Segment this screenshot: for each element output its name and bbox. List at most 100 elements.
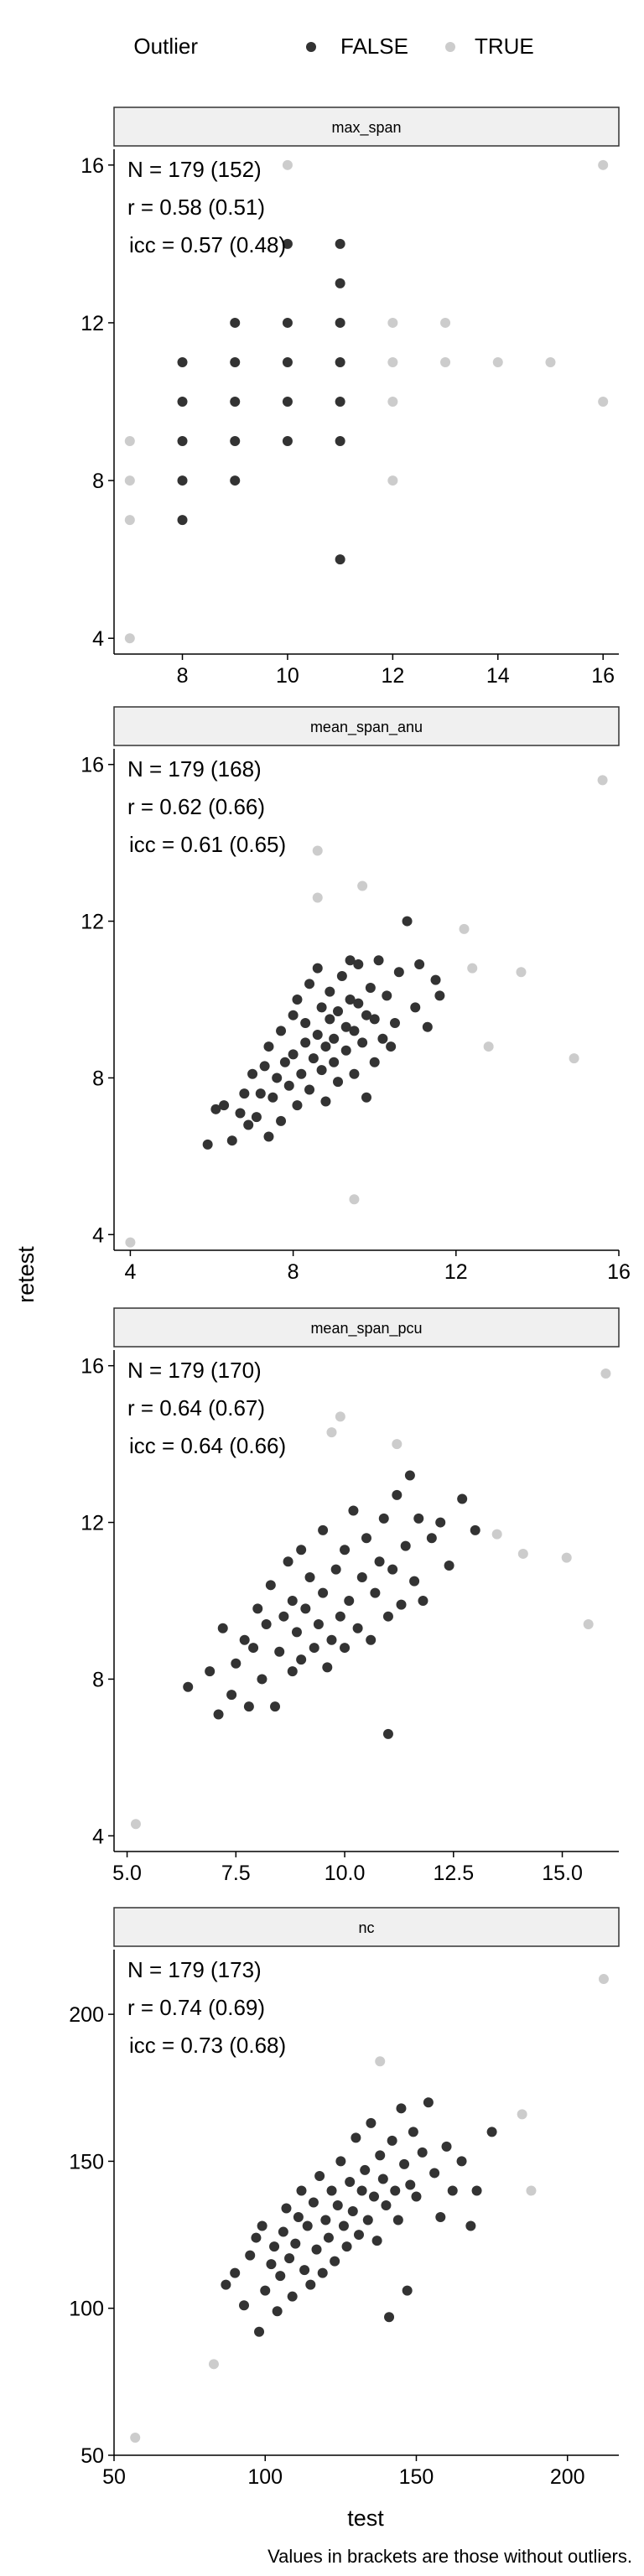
point xyxy=(300,1018,311,1029)
point xyxy=(402,916,413,927)
point xyxy=(349,1026,360,1036)
point xyxy=(330,2256,340,2267)
point xyxy=(302,2220,313,2231)
point xyxy=(369,1057,380,1067)
point xyxy=(382,1611,393,1622)
panel-mean-span-pcu: mean_span_pcu 4 8 12 16 5.0 7.5 10.0 12.5 15.0 N =… xyxy=(80,1307,620,1885)
point xyxy=(235,1108,246,1119)
point xyxy=(252,1603,263,1614)
point xyxy=(247,1068,258,1079)
x-tick-label: 12 xyxy=(381,664,404,688)
point xyxy=(326,1634,337,1645)
point xyxy=(312,963,323,974)
point xyxy=(366,1634,377,1645)
point xyxy=(423,2097,434,2108)
point xyxy=(361,1533,371,1544)
point xyxy=(370,1587,381,1598)
point xyxy=(470,1524,480,1535)
point xyxy=(378,1513,389,1524)
point xyxy=(291,1627,302,1638)
point xyxy=(226,1135,237,1146)
point xyxy=(248,1643,259,1654)
point xyxy=(177,515,188,526)
point xyxy=(267,1092,278,1103)
point xyxy=(276,1115,287,1126)
point xyxy=(336,970,347,981)
point xyxy=(210,1104,221,1114)
point xyxy=(283,1556,293,1567)
x-tick-label: 16 xyxy=(607,1260,631,1284)
point xyxy=(387,1564,398,1575)
point xyxy=(389,1018,400,1029)
point xyxy=(361,1010,371,1021)
point xyxy=(239,2300,250,2311)
point-outlier xyxy=(459,923,470,934)
y-tick-label: 8 xyxy=(92,470,104,493)
point xyxy=(282,317,293,328)
point xyxy=(335,356,345,367)
point-outlier xyxy=(357,880,368,891)
point xyxy=(318,1524,329,1535)
point-outlier xyxy=(569,1053,579,1064)
y-tick-label: 4 xyxy=(92,1223,104,1247)
point xyxy=(230,356,241,367)
point xyxy=(278,2226,288,2237)
point xyxy=(317,2267,328,2278)
point xyxy=(239,1634,250,1645)
y-tick-label: 12 xyxy=(80,312,104,335)
point xyxy=(377,2174,388,2184)
point xyxy=(435,2212,446,2223)
point xyxy=(312,1030,323,1041)
point xyxy=(282,238,293,249)
point xyxy=(287,1666,298,1677)
point-outlier xyxy=(440,356,451,367)
point xyxy=(279,1057,290,1067)
point-outlier xyxy=(526,2185,537,2196)
y-tick-label: 12 xyxy=(80,911,104,934)
point xyxy=(323,2232,334,2243)
point xyxy=(283,1080,294,1091)
point xyxy=(183,1681,194,1692)
panel-title: nc xyxy=(358,1919,374,1936)
point-outlier xyxy=(208,2359,219,2370)
point xyxy=(340,1045,351,1056)
point xyxy=(255,1088,266,1099)
point xyxy=(239,1088,250,1099)
point-outlier xyxy=(124,436,135,447)
point xyxy=(202,1139,213,1150)
point xyxy=(296,1545,307,1555)
point-outlier xyxy=(124,475,135,486)
point xyxy=(335,436,345,447)
legend-title: Outlier xyxy=(133,34,198,59)
point xyxy=(329,1057,340,1067)
point xyxy=(414,958,425,969)
point xyxy=(362,2215,373,2225)
point xyxy=(296,2185,307,2196)
point xyxy=(381,2200,392,2211)
point xyxy=(340,1643,351,1654)
y-axis-title: retest xyxy=(13,1246,39,1303)
point xyxy=(263,1041,274,1052)
x-tick-label: 4 xyxy=(124,1260,136,1284)
point xyxy=(429,2168,440,2179)
point xyxy=(447,2185,458,2196)
point-outlier xyxy=(516,967,527,978)
point xyxy=(290,2238,301,2249)
point-outlier xyxy=(545,356,556,367)
point xyxy=(422,1021,433,1032)
point xyxy=(353,998,364,1009)
point xyxy=(287,1596,298,1606)
point xyxy=(335,554,345,565)
point xyxy=(408,2127,418,2137)
point xyxy=(288,1010,299,1021)
x-tick-label: 50 xyxy=(102,2465,126,2489)
point xyxy=(251,2232,262,2243)
point xyxy=(243,1701,254,1712)
point xyxy=(309,1643,319,1654)
point-outlier xyxy=(312,892,323,903)
point xyxy=(360,2164,371,2175)
point-outlier xyxy=(375,2056,386,2067)
point-outlier xyxy=(598,1974,609,1985)
panel-title: max_span xyxy=(331,119,401,137)
point xyxy=(230,317,241,328)
